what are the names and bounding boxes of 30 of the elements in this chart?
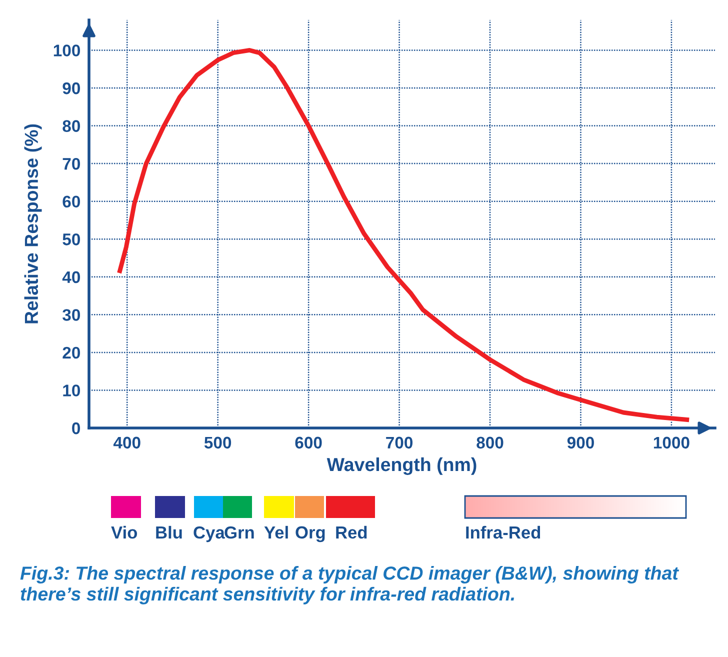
text: Org: [296, 526, 325, 542]
caption: Fig.3: The spectral response of a typical CCD imager (B&W), showing that there’s still significant sensitivity for infra-red radiation.: [20, 566, 680, 604]
text: Vio: [111, 526, 138, 539]
y-tick-label: 30: [62, 309, 80, 321]
y-tick-label: 0: [72, 422, 80, 434]
x-tick-label: 1000: [654, 436, 690, 449]
text: Infra-Red: [466, 526, 540, 539]
y-tick-label: 70: [62, 158, 80, 170]
text: Grn: [224, 526, 254, 539]
x-tick-label: 600: [295, 436, 322, 449]
y-tick-label: 60: [62, 196, 80, 208]
y-tick-label: 40: [62, 271, 80, 284]
y-tick-label: 100: [54, 44, 80, 56]
x-tick-label: 800: [476, 436, 504, 449]
y-tick-label: 50: [62, 234, 80, 246]
y-axis-title: Relative Response (%): [24, 124, 42, 324]
y-tick-label: 20: [62, 346, 80, 359]
x-tick-label: 700: [386, 436, 412, 449]
x-tick-label: 900: [567, 436, 594, 449]
text: Red: [336, 526, 367, 539]
text: Blu: [156, 526, 182, 539]
text: Yel: [264, 526, 288, 539]
y-tick-label: 10: [63, 384, 80, 396]
y-tick-label: 90: [62, 82, 80, 94]
y-tick-label: 80: [62, 120, 80, 132]
line-series: [118, 48, 690, 422]
x-axis-title: Wavelength (nm): [326, 457, 476, 475]
x-tick-label: 400: [113, 436, 140, 449]
text: Cya: [194, 526, 225, 542]
x-tick-label: 500: [204, 436, 232, 449]
